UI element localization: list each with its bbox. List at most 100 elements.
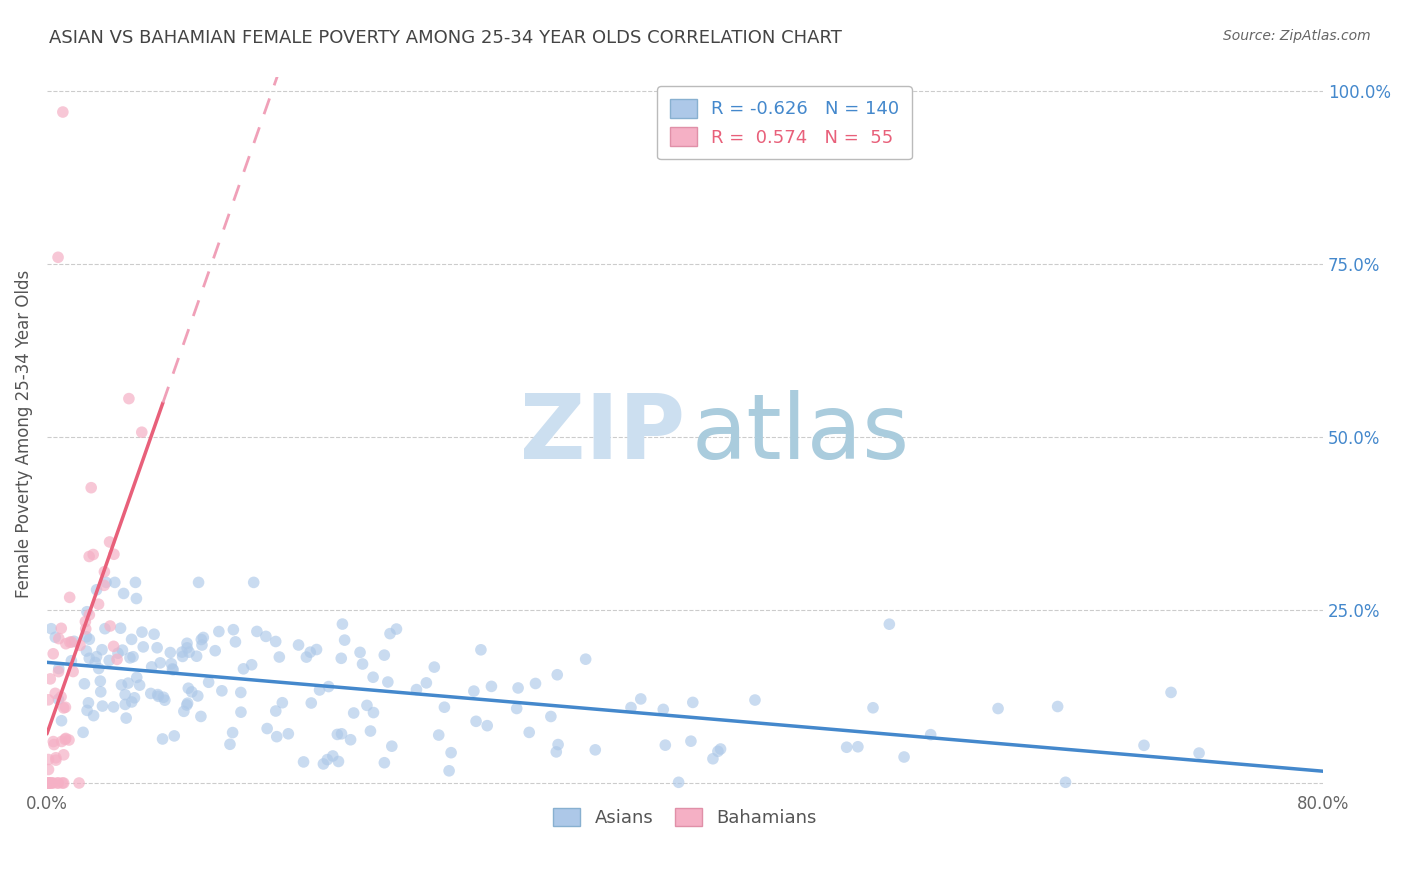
Point bbox=[240, 657, 263, 672]
Point bbox=[481, 680, 503, 694]
Point bbox=[52, 105, 75, 120]
Point bbox=[114, 698, 136, 712]
Point bbox=[224, 635, 246, 649]
Point bbox=[51, 734, 73, 748]
Point bbox=[51, 621, 73, 635]
Point bbox=[679, 734, 702, 748]
Point bbox=[141, 660, 163, 674]
Point bbox=[630, 692, 652, 706]
Point bbox=[39, 776, 62, 790]
Point bbox=[87, 597, 110, 611]
Point bbox=[139, 686, 162, 700]
Point bbox=[55, 700, 77, 714]
Point bbox=[86, 649, 108, 664]
Point bbox=[39, 672, 62, 686]
Point bbox=[159, 646, 181, 660]
Point bbox=[437, 764, 460, 778]
Point bbox=[333, 633, 356, 648]
Point bbox=[87, 661, 110, 675]
Point bbox=[163, 729, 186, 743]
Point bbox=[620, 700, 643, 714]
Point bbox=[363, 706, 385, 720]
Point bbox=[91, 699, 114, 714]
Point bbox=[326, 727, 349, 741]
Point bbox=[67, 776, 90, 790]
Point bbox=[79, 632, 101, 647]
Point bbox=[505, 701, 527, 715]
Point bbox=[39, 622, 62, 636]
Point bbox=[73, 677, 96, 691]
Point bbox=[72, 725, 94, 739]
Point bbox=[546, 745, 568, 759]
Point bbox=[82, 548, 104, 562]
Point bbox=[246, 624, 269, 639]
Point bbox=[146, 688, 169, 702]
Point bbox=[48, 776, 70, 790]
Point bbox=[172, 649, 194, 664]
Point bbox=[208, 624, 231, 639]
Point bbox=[160, 657, 183, 671]
Point bbox=[98, 653, 121, 667]
Point bbox=[152, 731, 174, 746]
Point bbox=[328, 755, 350, 769]
Point bbox=[575, 652, 598, 666]
Point bbox=[103, 547, 125, 561]
Point bbox=[180, 685, 202, 699]
Point bbox=[77, 651, 100, 665]
Point bbox=[121, 632, 143, 647]
Point bbox=[86, 582, 108, 597]
Point bbox=[299, 645, 322, 659]
Point bbox=[94, 575, 117, 590]
Point bbox=[219, 737, 242, 751]
Point bbox=[266, 730, 288, 744]
Point bbox=[51, 714, 73, 728]
Point bbox=[204, 643, 226, 657]
Point bbox=[193, 631, 215, 645]
Point bbox=[463, 684, 485, 698]
Point bbox=[52, 701, 75, 715]
Point bbox=[76, 644, 98, 658]
Point bbox=[90, 685, 112, 699]
Point bbox=[118, 392, 141, 406]
Point bbox=[173, 704, 195, 718]
Point bbox=[105, 652, 128, 666]
Point bbox=[117, 676, 139, 690]
Point bbox=[44, 686, 66, 700]
Point bbox=[415, 676, 437, 690]
Point bbox=[93, 578, 115, 592]
Point bbox=[148, 690, 170, 704]
Point bbox=[506, 681, 529, 695]
Point bbox=[59, 591, 82, 605]
Point bbox=[63, 634, 86, 648]
Point bbox=[547, 738, 569, 752]
Point bbox=[77, 696, 100, 710]
Point bbox=[295, 650, 318, 665]
Point bbox=[46, 250, 69, 264]
Point bbox=[271, 696, 294, 710]
Point bbox=[339, 732, 361, 747]
Point bbox=[176, 636, 198, 650]
Point bbox=[152, 690, 174, 705]
Point bbox=[1188, 746, 1211, 760]
Point bbox=[125, 591, 148, 606]
Point bbox=[222, 623, 245, 637]
Point bbox=[52, 776, 75, 790]
Point bbox=[191, 638, 214, 652]
Point bbox=[381, 739, 404, 754]
Point bbox=[229, 685, 252, 699]
Point bbox=[48, 665, 70, 679]
Text: ZIP: ZIP bbox=[520, 390, 685, 478]
Point bbox=[269, 650, 291, 665]
Point bbox=[48, 692, 70, 706]
Point bbox=[668, 775, 690, 789]
Point bbox=[349, 645, 371, 659]
Point bbox=[477, 719, 499, 733]
Point bbox=[46, 776, 69, 790]
Point bbox=[110, 678, 132, 692]
Point bbox=[60, 654, 83, 668]
Point bbox=[373, 648, 395, 662]
Point bbox=[862, 700, 884, 714]
Point bbox=[115, 711, 138, 725]
Point bbox=[546, 667, 568, 681]
Point bbox=[37, 776, 59, 790]
